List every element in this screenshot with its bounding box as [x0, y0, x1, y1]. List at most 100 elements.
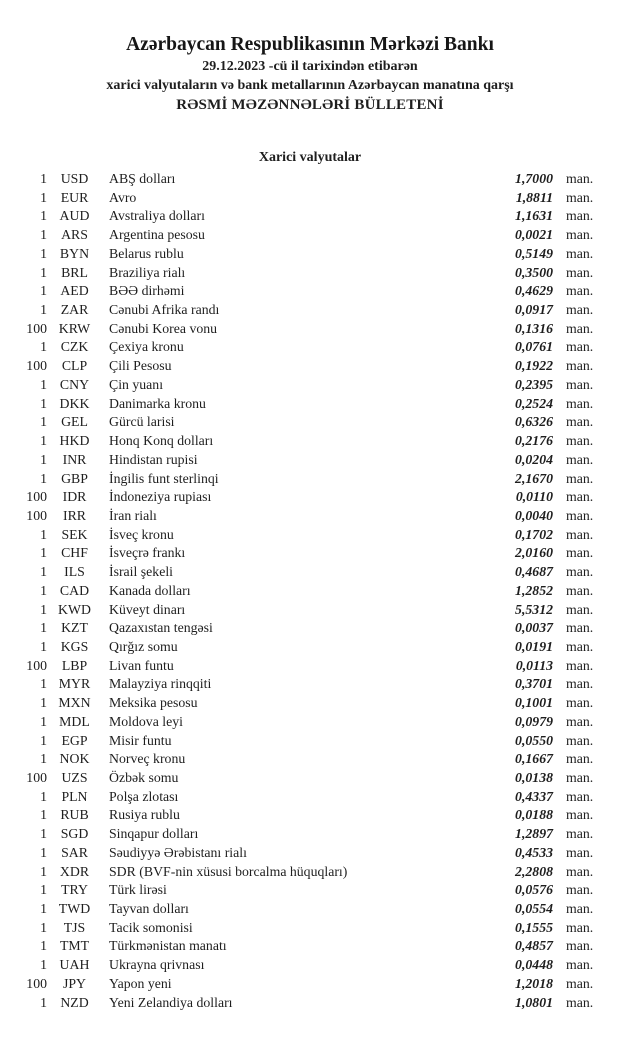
rate-row: 1 KGS Qırğız somu 0,0191 man. [0, 638, 620, 657]
currency-code: ARS [61, 227, 88, 243]
currency-name: BƏƏ dirhəmi [109, 283, 185, 299]
unit-label: man. [566, 826, 594, 842]
currency-name: Özbək somu [109, 770, 179, 785]
currency-name: Norveç kronu [109, 751, 186, 767]
unit-label: man. [566, 994, 594, 1010]
quantity-cell: 100 [26, 489, 47, 505]
currency-code: AUD [59, 208, 90, 224]
rate-row: 1 CAD Kanada dolları 1,2852 man. [0, 582, 620, 601]
rate-row: 1 INR Hindistan rupisi 0,0204 man. [0, 451, 620, 470]
rate-value: 0,1001 [515, 695, 553, 711]
quantity-cell: 1 [40, 339, 47, 355]
currency-name: Hindistan rupisi [109, 451, 198, 467]
currency-code: NOK [59, 751, 90, 767]
unit-label: man. [566, 863, 594, 879]
quantity-cell: 100 [26, 975, 47, 991]
quantity-cell: 1 [40, 844, 47, 860]
rate-row: 1 MXN Meksika pesosu 0,1001 man. [0, 694, 620, 713]
unit-label: man. [566, 844, 594, 860]
rate-row: 1 DKK Danimarka kronu 0,2524 man. [0, 395, 620, 414]
currency-name: Rusiya rublu [109, 807, 180, 823]
rate-row: 1 BYN Belarus rublu 0,5149 man. [0, 245, 620, 264]
currency-code: IRR [63, 507, 86, 523]
rate-value: 1,0801 [515, 994, 553, 1010]
quantity-cell: 1 [40, 451, 47, 467]
quantity-cell: 1 [40, 732, 47, 748]
rate-row: 1 HKD Honq Konq dolları 0,2176 man. [0, 432, 620, 451]
exchange-rates-table: 1 USD ABŞ dolları 1,7000 man. 1 EUR Avro 1,8811 m… [0, 170, 620, 1012]
rate-row: 1 KWD Küveyt dinarı 5,5312 man. [0, 601, 620, 620]
currency-name: Qırğız somu [109, 638, 178, 654]
rate-row: 1 AED BƏƏ dirhəmi 0,4629 man. [0, 282, 620, 301]
quantity-cell: 1 [40, 863, 47, 879]
currency-code: KWD [58, 601, 91, 617]
rate-value: 0,6326 [515, 414, 553, 430]
currency-code: IDR [62, 489, 87, 505]
rate-value: 0,3701 [515, 676, 553, 692]
quantity-cell: 1 [40, 938, 47, 954]
currency-code: KRW [58, 320, 91, 336]
currency-name: Polşa zlotası [109, 788, 179, 804]
currency-name: Danimarka kronu [109, 395, 206, 411]
currency-name: Honq Konq dolları [109, 433, 214, 449]
unit-label: man. [566, 770, 594, 785]
rate-row: 1 ILS İsrail şekeli 0,4687 man. [0, 563, 620, 582]
rate-value: 0,0761 [515, 339, 553, 355]
rate-value: 0,1702 [515, 526, 553, 542]
currency-code: BRL [61, 264, 88, 280]
rate-value: 0,2176 [515, 433, 553, 449]
currency-name: Sinqapur dolları [109, 826, 199, 842]
currency-code: JPY [62, 975, 86, 991]
currency-name: Səudiyyə Ərəbistanı rialı [109, 844, 247, 860]
quantity-cell: 1 [40, 376, 47, 392]
rate-value: 0,0037 [515, 620, 553, 636]
rate-value: 0,0110 [515, 489, 553, 505]
currency-name: Cənubi Afrika randı [109, 302, 220, 318]
currency-code: USD [60, 171, 89, 186]
unit-label: man. [566, 882, 594, 898]
currency-code: MYR [58, 676, 91, 692]
currency-code: CHF [61, 545, 88, 561]
subtitle-line: xarici valyutaların və bank metallarının… [106, 78, 514, 93]
unit-label: man. [566, 451, 594, 467]
quantity-cell: 1 [40, 826, 47, 842]
rate-row: 100 IDR İndoneziya rupiası 0,0110 man. [0, 488, 620, 507]
quantity-cell: 100 [26, 358, 47, 374]
unit-label: man. [566, 601, 594, 617]
bank-title: Azərbaycan Respublikasının Mərkəzi Bankı [126, 34, 494, 55]
rate-row: 1 MYR Malayziya rinqqiti 0,3701 man. [0, 675, 620, 694]
currency-name: İndoneziya rupiası [109, 489, 212, 505]
quantity-cell: 1 [40, 302, 47, 318]
currency-code: TRY [61, 882, 88, 898]
unit-label: man. [566, 339, 594, 355]
currency-name: ABŞ dolları [109, 171, 176, 186]
quantity-cell: 100 [26, 657, 47, 673]
rate-value: 1,2897 [515, 826, 553, 842]
quantity-cell: 1 [40, 751, 47, 767]
currency-name: Yeni Zelandiya dolları [109, 994, 233, 1010]
currency-name: Tacik somonisi [109, 919, 193, 935]
unit-label: man. [566, 376, 594, 392]
currency-name: Yapon yeni [109, 975, 172, 991]
currency-code: GBP [61, 470, 88, 486]
currency-name: Çexiya kronu [109, 339, 184, 355]
rate-value: 0,1316 [515, 320, 553, 336]
rate-row: 100 IRR İran rialı 0,0040 man. [0, 507, 620, 526]
unit-label: man. [566, 283, 594, 299]
currency-code: HKD [59, 433, 90, 449]
quantity-cell: 1 [40, 919, 47, 935]
rate-row: 1 ZAR Cənubi Afrika randı 0,0917 man. [0, 301, 620, 320]
unit-label: man. [566, 208, 594, 224]
rate-value: 0,0917 [515, 302, 553, 318]
rate-row: 1 NZD Yeni Zelandiya dolları 1,0801 man. [0, 994, 620, 1013]
quantity-cell: 1 [40, 695, 47, 711]
quantity-cell: 1 [40, 189, 47, 205]
rate-row: 1 MDL Moldova leyi 0,0979 man. [0, 713, 620, 732]
currency-code: AED [60, 283, 89, 299]
quantity-cell: 1 [40, 676, 47, 692]
quantity-cell: 100 [26, 770, 47, 785]
currency-code: INR [62, 451, 87, 467]
rate-row: 1 KZT Qazaxıstan tengəsi 0,0037 man. [0, 619, 620, 638]
quantity-cell: 100 [26, 320, 47, 336]
